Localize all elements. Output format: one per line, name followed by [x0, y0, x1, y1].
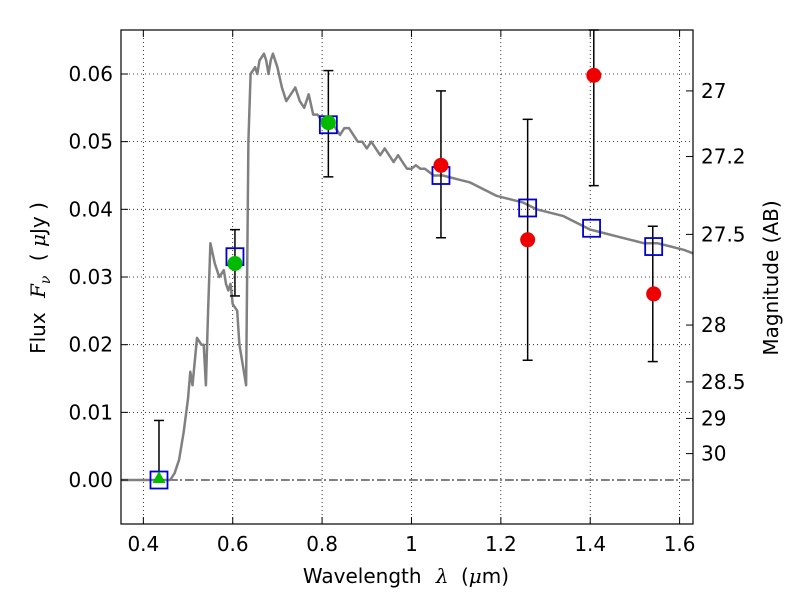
y-axis-title: Flux Fν ( μJy ) [26, 202, 55, 354]
model-spectrum-line [121, 52, 694, 482]
observed-flux-point [520, 232, 536, 248]
x-axis-title: Wavelength λ (μm) [303, 564, 509, 588]
y-tick-label: 0.03 [68, 265, 113, 289]
plot-area [121, 29, 694, 490]
y2-axis-title: Magnitude (AB) [759, 200, 783, 355]
x-tick-label: 1.4 [574, 532, 606, 556]
axis-ticks: 0.4 0.6 0.8 1 1.2 1.4 1.6 0.00 0.01 0.02 0.03 0.04 0… [68, 30, 746, 556]
grid-lines [121, 30, 693, 524]
observed-flux-point [586, 67, 602, 83]
y2-tick-label: 27.2 [701, 145, 746, 169]
observed-flux-point [646, 286, 662, 302]
x-axis-title-symbol: λ [435, 564, 449, 588]
x-tick-label: 0.8 [306, 532, 338, 556]
y-tick-label: 0.04 [68, 197, 113, 221]
x-tick-label: 1.2 [485, 532, 517, 556]
y-tick-label: 0.02 [68, 333, 113, 357]
x-axis-title-unit-mu: μ [469, 564, 482, 588]
y-axis-title-unit-open: ( [26, 247, 50, 261]
model-flux-square [644, 237, 664, 256]
x-tick-label: 1 [405, 532, 418, 556]
x-tick-label: 0.4 [127, 532, 159, 556]
x-axis-title-unit-open: ( [461, 564, 469, 588]
observed-flux-point [320, 115, 336, 131]
y-axis-title-text: Flux [26, 312, 50, 354]
y2-tick-label: 30 [701, 442, 726, 466]
observed-flux-point [227, 255, 243, 271]
axes-frame [120, 29, 694, 525]
x-tick-label: 1.6 [664, 532, 696, 556]
x-axis-title-text: Wavelength [303, 564, 422, 588]
x-axis-title-unit-rest: m) [482, 564, 509, 588]
y-axis-title-symbol: F [26, 283, 50, 299]
y2-tick-label: 29 [701, 406, 726, 430]
y2-tick-label: 28 [701, 313, 726, 337]
y-tick-label: 0.01 [68, 400, 113, 424]
y-axis-title-unit-mu: μ [26, 234, 50, 247]
y2-tick-label: 27.5 [701, 222, 746, 246]
y-axis-title-unit-rest: Jy ) [26, 202, 50, 236]
model-flux-square [518, 198, 538, 218]
y-tick-label: 0.05 [68, 130, 113, 154]
y2-tick-label: 28.5 [701, 370, 746, 394]
y2-tick-label: 27 [701, 79, 726, 103]
model-flux-square [582, 218, 601, 238]
y-tick-label: 0.06 [68, 62, 113, 86]
observed-flux-point [433, 157, 449, 173]
y-tick-label: 0.00 [68, 468, 113, 492]
x-tick-label: 0.6 [217, 532, 249, 556]
observed-flux-triangle [152, 470, 166, 483]
y-axis-title-subscript: ν [38, 275, 54, 284]
